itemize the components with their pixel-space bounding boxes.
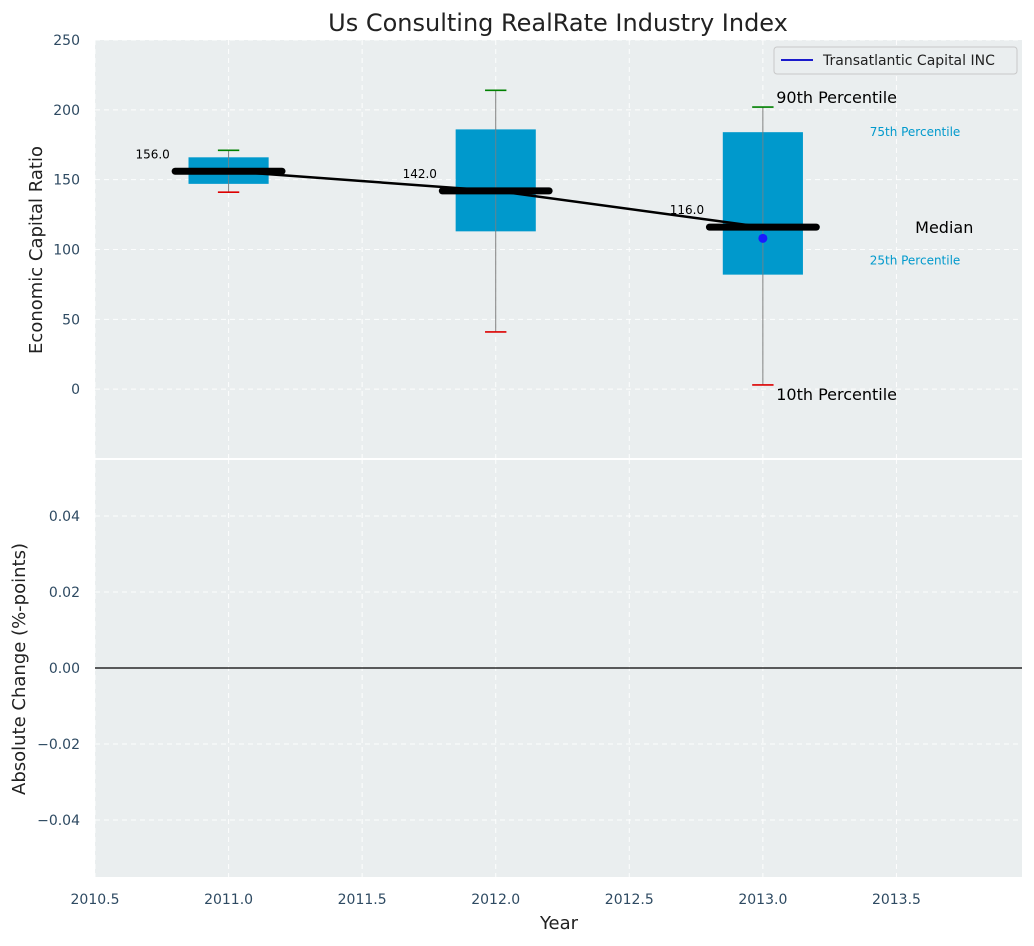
bottom-y-tick-label: 0.00 bbox=[49, 661, 80, 677]
bottom-y-axis-label: Absolute Change (%-points) bbox=[9, 543, 30, 795]
top-y-axis-label: Economic Capital Ratio bbox=[26, 146, 47, 354]
chart-title: Us Consulting RealRate Industry Index bbox=[328, 9, 788, 37]
annotation-25th: 25th Percentile bbox=[870, 254, 961, 268]
top-y-tick-label: 50 bbox=[62, 312, 80, 328]
legend-label: Transatlantic Capital INC bbox=[822, 53, 995, 69]
annotation-90th: 90th Percentile bbox=[776, 88, 897, 107]
median-trend-line bbox=[228, 170, 764, 229]
top-y-tick-label: 100 bbox=[53, 243, 80, 259]
legend-box bbox=[773, 46, 1018, 75]
x-tick-label: 2013.5 bbox=[872, 892, 921, 908]
x-tick-label: 2011.5 bbox=[338, 892, 387, 908]
top-y-tick-label: 250 bbox=[53, 33, 80, 49]
bottom-y-tick-label: −0.02 bbox=[37, 737, 80, 753]
bottom-y-tick-label: 0.04 bbox=[49, 509, 80, 525]
x-axis-label: Year bbox=[539, 913, 579, 934]
annotation-75th: 75th Percentile bbox=[870, 125, 961, 139]
x-tick-label: 2012.0 bbox=[471, 892, 520, 908]
annotation-median: Median bbox=[915, 218, 973, 237]
company-marker bbox=[758, 233, 768, 243]
bottom-y-tick-label: −0.04 bbox=[37, 813, 80, 829]
x-tick-label: 2010.5 bbox=[71, 892, 120, 908]
top-y-tick-label: 200 bbox=[53, 103, 80, 119]
x-tick-label: 2013.0 bbox=[738, 892, 787, 908]
median-value-label: 142.0 bbox=[403, 167, 437, 181]
top-y-tick-label: 0 bbox=[71, 382, 80, 398]
annotation-10th: 10th Percentile bbox=[776, 385, 897, 404]
x-tick-label: 2012.5 bbox=[605, 892, 654, 908]
top-y-tick-label: 150 bbox=[53, 173, 80, 189]
median-value-label: 116.0 bbox=[670, 203, 704, 217]
median-value-label: 156.0 bbox=[135, 147, 169, 161]
x-tick-label: 2011.0 bbox=[204, 892, 253, 908]
bottom-y-tick-label: 0.02 bbox=[49, 585, 80, 601]
